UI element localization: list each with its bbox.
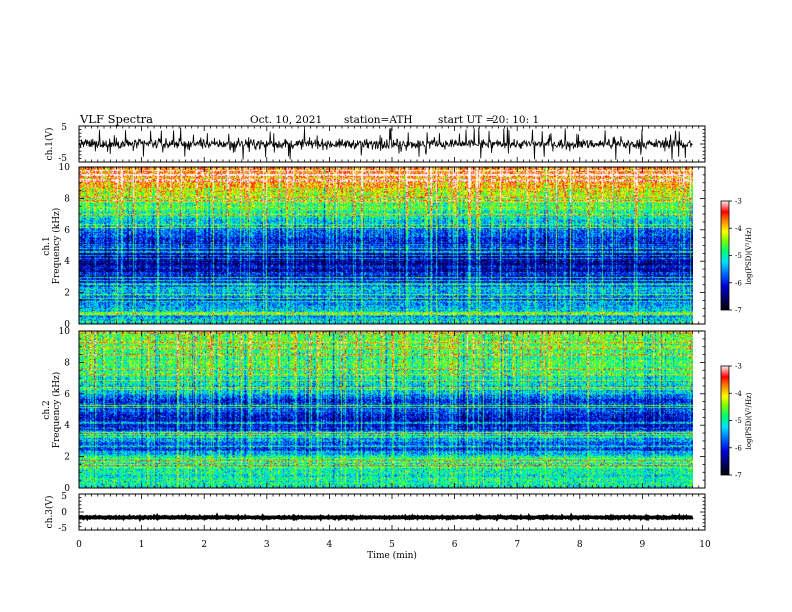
time-tick-label: 2	[201, 540, 207, 550]
ch1-ytick-top: 5	[61, 123, 67, 133]
ch2-spectrogram-ylabel-frequency: Frequency (kHz)	[51, 372, 62, 449]
ch2-colorbar-ticks: -3 -4 -5 -6 -7	[729, 363, 742, 480]
time-tick-label: 0	[76, 540, 82, 550]
frequency-tick-label: 4	[64, 257, 70, 267]
time-tick-label: 6	[452, 540, 458, 550]
time-tick-label: 7	[514, 540, 520, 550]
ch1-colorbar-ramp	[720, 200, 730, 311]
time-axis-ticks: 0 1 2 3 4 5 6 7 8 9 10	[76, 125, 711, 550]
frequency-tick-label: 4	[64, 421, 70, 431]
ch2-colorbar: -3 -4 -5 -6 -7 log(PSD)(V²/Hz)	[720, 363, 753, 480]
station-label: station=ATH	[344, 114, 413, 126]
ch3-waveform-frame	[78, 493, 706, 531]
ch3-ytick-top: 5	[61, 492, 67, 502]
date-label: Oct. 10, 2021	[250, 114, 322, 126]
frequency-tick-label: 0	[64, 320, 70, 330]
colorbar-tick-label: -7	[735, 307, 742, 315]
time-axis-label: Time (min)	[367, 550, 417, 561]
frequency-tick-label: 10	[59, 327, 71, 337]
time-tick-label: 8	[577, 540, 583, 550]
time-tick-label: 1	[139, 540, 145, 550]
ch3-waveform-ylabel: ch.3(V)	[44, 496, 55, 529]
ch1-colorbar-label: log(PSD)(V²/Hz)	[745, 227, 753, 284]
colorbar-tick-label: -3	[735, 198, 742, 206]
frequency-tick-label: 2	[64, 289, 70, 299]
frequency-tick-label: 8	[64, 358, 70, 368]
ch1-spectrogram-ylabel-frequency: Frequency (kHz)	[51, 208, 62, 285]
ch2-spectrogram-panel: 0 2 4 6 8 10 ch.2 Frequency (kHz)	[42, 327, 706, 494]
ch1-waveform-ylabel: ch.1(V)	[44, 128, 55, 161]
frequency-tick-label: 6	[64, 390, 70, 400]
time-tick-label: 3	[264, 540, 270, 550]
colorbar-tick-label: -6	[735, 444, 742, 452]
time-tick-label: 5	[389, 540, 395, 550]
time-tick-label: 4	[327, 540, 333, 550]
ch1-colorbar-ticks: -3 -4 -5 -6 -7	[729, 198, 742, 315]
colorbar-tick-label: -4	[735, 225, 742, 233]
colorbar-tick-label: -3	[735, 363, 742, 371]
ch2-spectrogram-yticks: 0 2 4 6 8 10	[59, 327, 705, 494]
time-tick-label: 9	[640, 540, 646, 550]
colorbar-tick-label: -5	[735, 252, 742, 260]
colorbar-tick-label: -7	[735, 472, 742, 480]
ch1-waveform-line	[78, 127, 693, 160]
ch1-waveform-panel: 5 -5 ch.1(V)	[44, 123, 706, 164]
ch1-spectrogram-image	[79, 167, 693, 324]
colorbar-tick-label: -5	[735, 417, 742, 425]
figure-title: VLF Spectra	[79, 112, 153, 126]
frequency-tick-label: 0	[64, 484, 70, 494]
ch2-spectrogram-ylabel-channel: ch.2	[42, 400, 52, 419]
ch2-colorbar-ramp	[720, 365, 730, 476]
frequency-tick-label: 6	[64, 226, 70, 236]
ch3-ytick-bottom: -5	[58, 524, 67, 534]
ch1-colorbar: -3 -4 -5 -6 -7 log(PSD)(V²/Hz)	[720, 198, 753, 315]
ch1-spectrogram-panel: 0 2 4 6 8 10 ch.1 Frequency (kHz)	[42, 163, 706, 330]
ch1-spectrogram-yticks: 0 2 4 6 8 10	[59, 163, 705, 330]
ch3-waveform-line	[78, 512, 694, 523]
time-tick-label: 10	[699, 540, 711, 550]
ch2-colorbar-label: log(PSD)(V²/Hz)	[745, 392, 753, 449]
frequency-tick-label: 8	[64, 194, 70, 204]
colorbar-tick-label: -6	[735, 279, 742, 287]
ch3-waveform-panel: 5 0 -5 ch.3(V)	[44, 492, 706, 534]
start-ut-value: 20: 10: 1	[492, 114, 539, 126]
start-ut-label: start UT =	[438, 114, 494, 126]
ch1-spectrogram-ylabel-channel: ch.1	[42, 236, 52, 255]
frequency-tick-label: 2	[64, 453, 70, 463]
ch2-spectrogram-image	[79, 331, 693, 488]
frequency-tick-label: 10	[59, 163, 71, 173]
ch1-ytick-bottom: -5	[58, 154, 67, 164]
colorbar-tick-label: -4	[735, 390, 742, 398]
ch3-ytick-zero: 0	[61, 508, 67, 518]
